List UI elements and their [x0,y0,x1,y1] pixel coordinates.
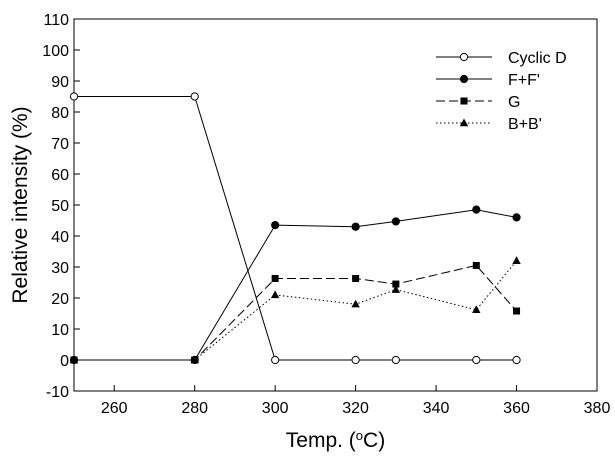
y-tick-label: 20 [51,291,69,308]
data-point [69,355,79,364]
y-tick-label: 30 [51,260,69,277]
legend-label: B+B' [508,116,542,133]
legend-item: Cyclic D [436,50,567,67]
legend-marker [459,52,469,62]
legend-label: G [508,94,520,111]
data-point [512,256,521,264]
data-point [271,221,280,230]
series-2 [69,205,521,365]
series-line [74,96,517,361]
data-point [391,285,401,293]
legend-label: F+F' [508,72,540,89]
data-point [190,355,199,364]
y-tick-label: 100 [42,43,69,60]
data-point [512,213,521,222]
series-line [74,209,517,361]
series-line [74,264,517,361]
legend-marker [460,97,468,105]
series-line [74,260,517,361]
y-tick-label: 50 [51,198,69,215]
data-point [513,307,521,315]
series-3 [70,261,521,364]
x-tick-label: 300 [262,400,289,417]
axes-layer: -10 0 10 20 30 40 50 60 70 80 90 100 110 260 280 300 320… [42,12,610,417]
data-point [271,355,280,365]
x-axis-label: Temp. (oC) [286,428,385,453]
data-point [351,299,360,308]
data-point [472,205,481,214]
data-point [351,222,360,231]
x-axis-label-tail: C) [363,429,385,452]
data-point [271,274,279,282]
data-point [472,261,480,269]
data-point [472,355,481,365]
legend-item: B+B' [436,116,542,133]
y-tick-label: 70 [51,136,69,153]
x-tick-label: 260 [101,400,128,417]
x-tick-label: 280 [181,400,208,417]
data-point [512,355,521,365]
legend-item: G [436,94,520,111]
data-point [351,355,360,365]
x-tick-label: 340 [423,400,450,417]
x-axis-label-main: Temp. ( [286,429,356,452]
y-axis-label: Relative intensity (%) [9,106,32,303]
x-tick-label: 380 [584,400,611,417]
data-point [69,92,79,101]
data-point [472,305,481,313]
y-tick-label: 80 [51,105,69,122]
legend-marker [459,118,469,127]
y-tick-label: 0 [60,353,69,370]
y-tick-label: 40 [51,229,69,246]
data-point [392,280,400,288]
series-1 [69,92,521,365]
legend-label: Cyclic D [508,50,567,67]
data-point [190,92,199,101]
y-tick-label: 60 [51,167,69,184]
y-tick-label: 90 [51,74,69,91]
data-point [270,290,280,299]
y-tick-label: -10 [46,384,69,401]
series-layer [69,92,521,365]
legend: Cyclic D F+F' G B+B' [436,50,567,133]
data-point [391,217,400,226]
legend-item: F+F' [436,72,540,89]
series-4 [69,256,521,364]
data-point [391,355,400,365]
x-axis-label-superscript: o [356,428,363,443]
y-tick-label: 10 [51,322,69,339]
data-point [352,274,360,282]
legend-marker [459,74,469,84]
y-tick-label: 110 [43,12,69,29]
x-tick-label: 320 [342,400,369,417]
x-tick-label: 360 [503,400,530,417]
